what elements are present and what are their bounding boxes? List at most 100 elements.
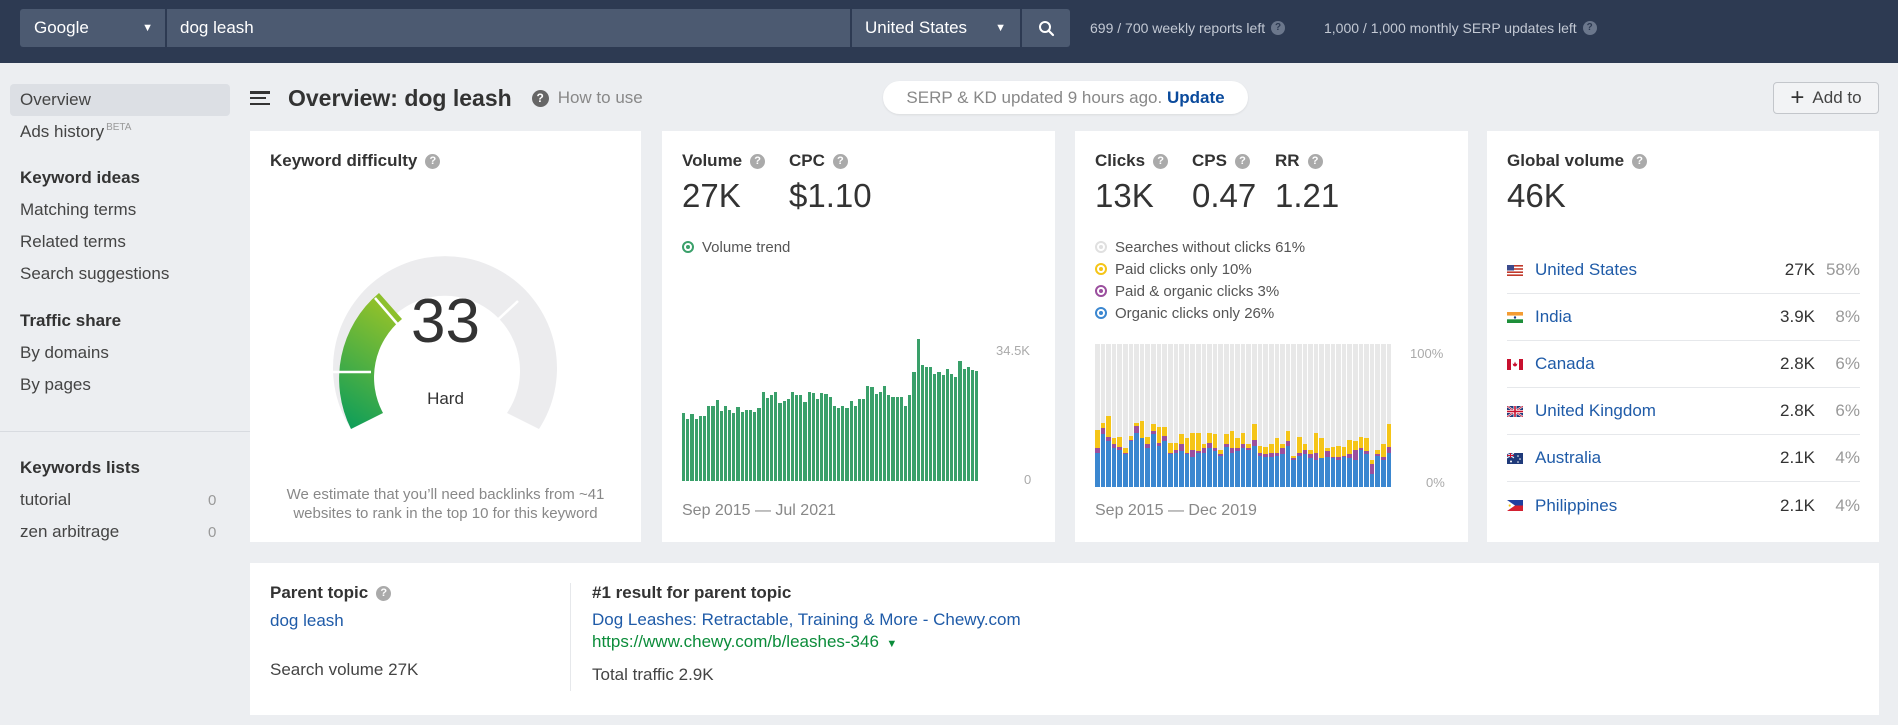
help-icon[interactable]: ?: [832, 153, 848, 169]
menu-icon[interactable]: [250, 91, 270, 105]
update-link[interactable]: Update: [1166, 88, 1225, 107]
clicks-bar[interactable]: [1151, 344, 1156, 487]
parent-topic-link[interactable]: dog leash: [270, 611, 344, 630]
volume-bar[interactable]: [774, 392, 778, 481]
volume-bar[interactable]: [849, 401, 853, 481]
volume-bar[interactable]: [945, 369, 949, 481]
clicks-bar[interactable]: [1347, 344, 1353, 487]
volume-bar[interactable]: [723, 406, 728, 481]
search-button[interactable]: [1022, 9, 1070, 47]
help-icon[interactable]: ?: [1234, 153, 1250, 169]
clicks-bar[interactable]: [1106, 344, 1111, 487]
legend-item-no-clicks[interactable]: Searches without clicks 61%: [1095, 236, 1305, 258]
volume-bar[interactable]: [790, 392, 795, 481]
volume-bar[interactable]: [795, 395, 799, 481]
volume-bar[interactable]: [732, 413, 736, 481]
volume-bar[interactable]: [836, 408, 841, 481]
clicks-bar[interactable]: [1280, 344, 1285, 487]
clicks-bar[interactable]: [1195, 344, 1201, 487]
volume-bar[interactable]: [728, 410, 732, 481]
help-icon[interactable]: ?: [1153, 153, 1169, 169]
volume-bar[interactable]: [874, 394, 878, 481]
volume-bar[interactable]: [899, 397, 903, 481]
volume-bar[interactable]: [807, 392, 811, 481]
clicks-bar[interactable]: [1162, 344, 1167, 487]
volume-bar[interactable]: [862, 399, 866, 481]
clicks-bar[interactable]: [1240, 344, 1246, 487]
sidebar-item-ads-history[interactable]: Ads history BETA: [20, 122, 131, 142]
sidebar-item-related-terms[interactable]: Related terms: [20, 232, 126, 251]
clicks-bar[interactable]: [1336, 344, 1341, 487]
help-icon[interactable]: ?: [1271, 21, 1286, 35]
country-link[interactable]: Philippines: [1535, 495, 1618, 515]
keyword-input[interactable]: [167, 9, 850, 47]
volume-bar[interactable]: [736, 407, 740, 481]
volume-bar[interactable]: [950, 374, 954, 481]
volume-bar[interactable]: [929, 367, 933, 481]
clicks-bar[interactable]: [1179, 344, 1184, 487]
volume-bar[interactable]: [903, 406, 908, 481]
clicks-bar[interactable]: [1291, 344, 1296, 487]
clicks-bar[interactable]: [1324, 344, 1330, 487]
volume-bar[interactable]: [866, 386, 870, 481]
volume-bar[interactable]: [820, 393, 824, 481]
volume-bar[interactable]: [753, 412, 757, 481]
country-link[interactable]: India: [1535, 307, 1572, 326]
volume-bar[interactable]: [707, 406, 711, 481]
clicks-bar[interactable]: [1263, 344, 1268, 487]
sidebar-item-search-suggestions[interactable]: Search suggestions: [20, 264, 170, 283]
volume-bar[interactable]: [744, 410, 748, 481]
clicks-bar[interactable]: [1229, 344, 1235, 487]
volume-bar[interactable]: [870, 387, 874, 481]
sidebar-item-by-domains[interactable]: By domains: [20, 343, 109, 362]
sidebar-item-matching-terms[interactable]: Matching terms: [20, 200, 137, 219]
volume-bar[interactable]: [937, 372, 941, 481]
clicks-bar[interactable]: [1190, 344, 1195, 487]
clicks-bar[interactable]: [1285, 344, 1291, 487]
volume-bar[interactable]: [841, 406, 845, 481]
volume-bar[interactable]: [782, 401, 786, 481]
country-link[interactable]: United States: [1535, 260, 1638, 279]
volume-bar[interactable]: [887, 395, 891, 481]
legend-item-paid-organic[interactable]: Paid & organic clicks 3%: [1095, 280, 1305, 302]
clicks-bar[interactable]: [1375, 344, 1381, 487]
help-icon[interactable]: ?: [531, 89, 549, 107]
volume-bar[interactable]: [832, 406, 836, 481]
clicks-bar[interactable]: [1145, 344, 1151, 487]
volume-bar[interactable]: [694, 419, 698, 481]
clicks-bar[interactable]: [1274, 344, 1280, 487]
clicks-bar[interactable]: [1330, 344, 1336, 487]
volume-bar[interactable]: [845, 408, 849, 481]
top-result-url[interactable]: https://www.chewy.com/b/leashes-346: [592, 632, 879, 651]
clicks-bar[interactable]: [1134, 344, 1139, 487]
volume-bar[interactable]: [765, 398, 769, 481]
volume-bar[interactable]: [895, 397, 899, 481]
legend-item-paid[interactable]: Paid clicks only 10%: [1095, 258, 1305, 280]
clicks-bar[interactable]: [1184, 344, 1190, 487]
volume-bar[interactable]: [962, 369, 966, 481]
clicks-bar[interactable]: [1369, 344, 1375, 487]
clicks-bar[interactable]: [1353, 344, 1358, 487]
search-engine-dropdown[interactable]: Google ▼: [20, 9, 165, 47]
volume-bar[interactable]: [682, 413, 686, 481]
clicks-bar[interactable]: [1095, 344, 1100, 487]
clicks-bar[interactable]: [1235, 344, 1240, 487]
clicks-bar[interactable]: [1308, 344, 1313, 487]
volume-bar[interactable]: [786, 399, 790, 481]
volume-bar[interactable]: [740, 412, 744, 481]
volume-bar[interactable]: [811, 393, 815, 481]
clicks-bar[interactable]: [1139, 344, 1145, 487]
volume-bar[interactable]: [933, 374, 937, 481]
volume-bar[interactable]: [778, 403, 782, 481]
volume-bar[interactable]: [916, 339, 920, 481]
clicks-bar[interactable]: [1173, 344, 1179, 487]
how-to-use-link[interactable]: How to use: [557, 88, 643, 107]
clicks-bar[interactable]: [1117, 344, 1123, 487]
keyword-list-item[interactable]: tutorial: [20, 490, 72, 509]
volume-bar[interactable]: [878, 392, 882, 481]
clicks-bar[interactable]: [1381, 344, 1386, 487]
volume-bar[interactable]: [799, 395, 803, 481]
clicks-bar[interactable]: [1296, 344, 1302, 487]
clicks-bar[interactable]: [1358, 344, 1364, 487]
help-icon[interactable]: ?: [1632, 153, 1648, 169]
